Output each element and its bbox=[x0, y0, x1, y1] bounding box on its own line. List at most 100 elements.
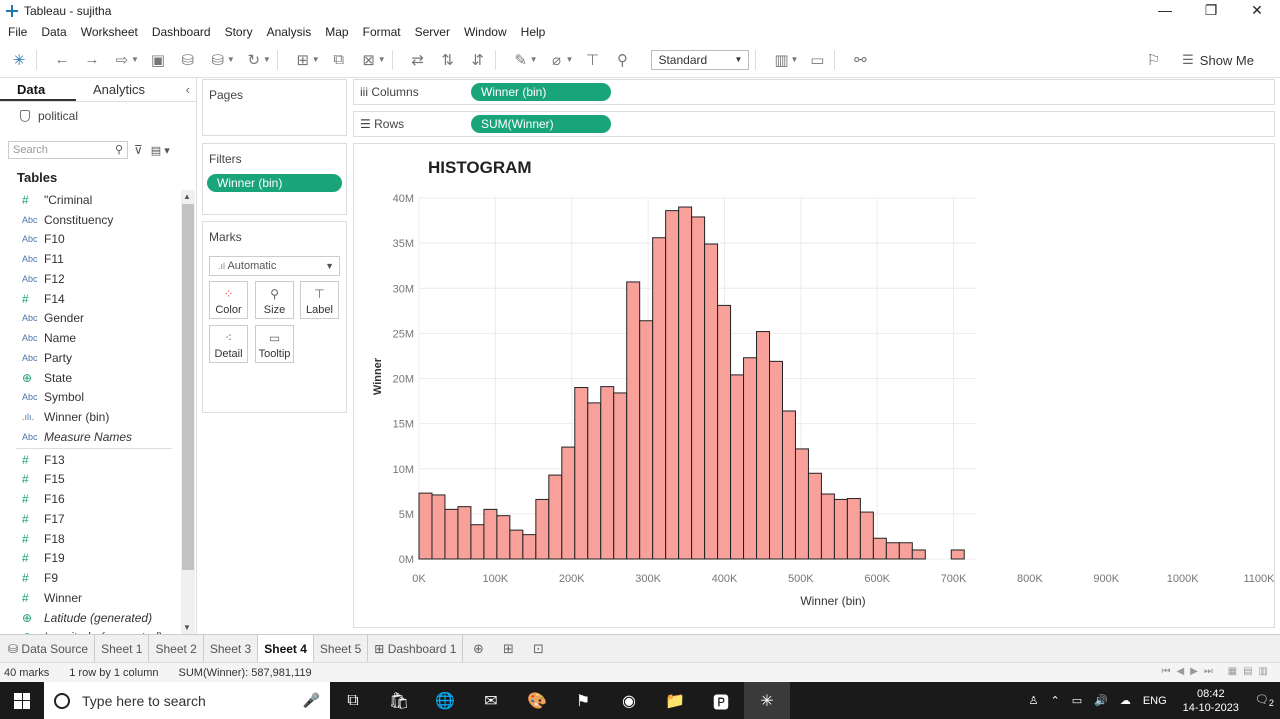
columns-pill-winner-bin[interactable]: Winner (bin) bbox=[471, 83, 611, 101]
pin-highlight-icon[interactable]: ⚐ bbox=[1146, 52, 1161, 69]
start-button[interactable] bbox=[0, 682, 44, 719]
tab-sheet-1[interactable]: Sheet 1 bbox=[95, 634, 150, 663]
language-indicator[interactable]: ENG bbox=[1142, 694, 1167, 707]
field-item[interactable]: ⊕ State bbox=[0, 368, 180, 388]
presentation-icon[interactable]: ▭ bbox=[810, 51, 825, 69]
menu-file[interactable]: File bbox=[8, 25, 28, 39]
share-icon[interactable]: ⚯ bbox=[854, 51, 867, 69]
undo-icon[interactable]: ← bbox=[54, 51, 70, 68]
field-item[interactable]: # F15 bbox=[0, 470, 180, 490]
tableau-taskbar-icon[interactable]: ✳ bbox=[744, 682, 790, 719]
chrome-icon[interactable]: ◉ bbox=[622, 692, 636, 710]
color-button[interactable]: ⁘ Color bbox=[209, 281, 248, 319]
field-item[interactable]: Abc F10 bbox=[0, 230, 180, 250]
app-icon[interactable]: ⚑ bbox=[575, 692, 591, 710]
tab-dashboard-1[interactable]: ⊞ Dashboard 1 bbox=[368, 634, 464, 663]
menu-data[interactable]: Data bbox=[41, 25, 67, 39]
redo-icon[interactable]: → bbox=[84, 51, 100, 68]
taskbar-search[interactable]: Type here to search 🎤 bbox=[44, 682, 330, 719]
pause-updates-icon[interactable]: ⛁ bbox=[211, 51, 225, 69]
volume-icon[interactable]: 🔊 bbox=[1094, 695, 1108, 707]
columns-shelf[interactable]: iii Columns Winner (bin) bbox=[353, 79, 1275, 105]
scrollbar-thumb[interactable] bbox=[182, 204, 194, 570]
highlight-caret-icon[interactable]: ▼ bbox=[529, 55, 538, 64]
menu-format[interactable]: Format bbox=[362, 25, 401, 39]
mail-icon[interactable]: ✉ bbox=[484, 692, 498, 710]
replay-icon[interactable]: ⇨ bbox=[115, 51, 129, 69]
field-item[interactable]: ⊕ Latitude (generated) bbox=[0, 608, 180, 628]
field-item[interactable]: # Winner bbox=[0, 588, 180, 608]
scroll-down-icon[interactable]: ▼ bbox=[183, 623, 191, 632]
field-item[interactable]: # F19 bbox=[0, 549, 180, 569]
sheet-navigation[interactable]: ⏮◀▶⏭ ▦▤▥ bbox=[1161, 666, 1274, 677]
tab-sheet-4[interactable]: Sheet 4 bbox=[258, 634, 314, 663]
refresh-caret-icon[interactable]: ▼ bbox=[262, 55, 271, 64]
filters-card[interactable]: Filters Winner (bin) bbox=[202, 143, 347, 215]
tooltip-button[interactable]: ▭ Tooltip bbox=[255, 325, 294, 363]
menu-window[interactable]: Window bbox=[463, 25, 507, 39]
store-icon[interactable]: 🛍 bbox=[388, 692, 410, 710]
tab-data-source[interactable]: ⛁ Data Source bbox=[0, 634, 96, 663]
field-item[interactable]: Abc Symbol bbox=[0, 388, 180, 408]
tab-sheet-5[interactable]: Sheet 5 bbox=[314, 634, 369, 663]
refresh-icon[interactable]: ↻ bbox=[247, 51, 261, 69]
task-view-icon[interactable]: ⧉ bbox=[347, 691, 359, 709]
filter-pill-winner-bin[interactable]: Winner (bin) bbox=[207, 174, 342, 192]
pause-caret-icon[interactable]: ▼ bbox=[226, 55, 235, 64]
view-options-icon[interactable]: ▤ ▾ bbox=[150, 144, 170, 157]
minimize-button[interactable]: — bbox=[1158, 2, 1172, 18]
rows-pill-sum-winner[interactable]: SUM(Winner) bbox=[471, 115, 611, 133]
notification-icon[interactable]: 🗨2 bbox=[1254, 693, 1274, 709]
tab-sheet-3[interactable]: Sheet 3 bbox=[204, 634, 259, 663]
field-item[interactable]: # F14 bbox=[0, 289, 180, 309]
tab-sheet-2[interactable]: Sheet 2 bbox=[149, 634, 204, 663]
field-item[interactable]: # F9 bbox=[0, 568, 180, 588]
network-icon[interactable]: ☁ bbox=[1119, 695, 1131, 707]
tableau-home-icon[interactable]: ✳ bbox=[12, 51, 26, 69]
duplicate-sheet-icon[interactable]: ⧉ bbox=[333, 51, 345, 68]
battery-icon[interactable]: ▭ bbox=[1071, 695, 1083, 707]
field-item[interactable]: .ılı. Winner (bin) bbox=[0, 407, 180, 427]
menu-story[interactable]: Story bbox=[224, 25, 253, 39]
app-icon[interactable]: 🎨 bbox=[527, 692, 547, 710]
new-story-tab-icon[interactable]: ⊡ bbox=[532, 640, 544, 656]
clock[interactable]: 08:42 14-10-2023 bbox=[1183, 687, 1239, 715]
tab-data[interactable]: Data bbox=[0, 78, 76, 101]
file-explorer-icon[interactable]: 📁 bbox=[665, 692, 685, 710]
sort-ascending-icon[interactable]: ⇅ bbox=[441, 51, 454, 69]
field-item[interactable]: ⊕Longitude (generated) bbox=[0, 628, 180, 634]
highlight-icon[interactable]: ✎ bbox=[514, 51, 527, 69]
tab-analytics[interactable]: Analytics bbox=[93, 82, 146, 97]
clear-sheet-icon[interactable]: ⊠ bbox=[362, 51, 375, 69]
menu-help[interactable]: Help bbox=[520, 25, 546, 39]
group-icon[interactable]: ⌀ bbox=[552, 51, 562, 69]
field-item[interactable]: Abc Party bbox=[0, 348, 180, 368]
rows-shelf[interactable]: ☰ Rows SUM(Winner) bbox=[353, 111, 1275, 137]
field-item[interactable]: # F13 bbox=[0, 450, 180, 470]
menu-map[interactable]: Map bbox=[325, 25, 349, 39]
field-item[interactable]: # F16 bbox=[0, 489, 180, 509]
field-search-input[interactable]: Search ⚲ bbox=[8, 141, 128, 159]
restore-button[interactable]: ❐ bbox=[1204, 2, 1218, 18]
field-list-scrollbar[interactable]: ▲ ▼ bbox=[181, 190, 195, 634]
label-button[interactable]: ⊤ Label bbox=[300, 281, 339, 319]
mark-type-dropdown[interactable]: .ıl Automatic ▼ bbox=[209, 256, 340, 276]
menu-dashboard[interactable]: Dashboard bbox=[151, 25, 211, 39]
labels-icon[interactable]: ⊤ bbox=[585, 51, 599, 69]
datasource-item[interactable]: political bbox=[0, 102, 196, 130]
show-cards-icon[interactable]: ▥ bbox=[774, 51, 789, 69]
pin-icon[interactable]: ⚲ bbox=[616, 51, 628, 69]
scroll-up-icon[interactable]: ▲ bbox=[183, 192, 191, 201]
field-item[interactable]: Abc Measure Names bbox=[0, 427, 180, 447]
field-item[interactable]: Abc Gender bbox=[0, 309, 180, 329]
new-dashboard-tab-icon[interactable]: ⊞ bbox=[502, 640, 514, 656]
new-worksheet-tab-icon[interactable]: ⊕ bbox=[472, 640, 484, 656]
powerpoint-icon[interactable]: 🅿 bbox=[712, 694, 729, 712]
field-item[interactable]: # F17 bbox=[0, 509, 180, 529]
field-item[interactable]: Abc Constituency bbox=[0, 210, 180, 230]
swap-icon[interactable]: ⇄ bbox=[411, 51, 424, 69]
collapse-pane-icon[interactable]: ‹ bbox=[185, 82, 190, 97]
menu-analysis[interactable]: Analysis bbox=[266, 25, 312, 39]
filter-icon[interactable]: ⊽ bbox=[134, 143, 143, 157]
save-icon[interactable]: ▣ bbox=[150, 51, 166, 69]
